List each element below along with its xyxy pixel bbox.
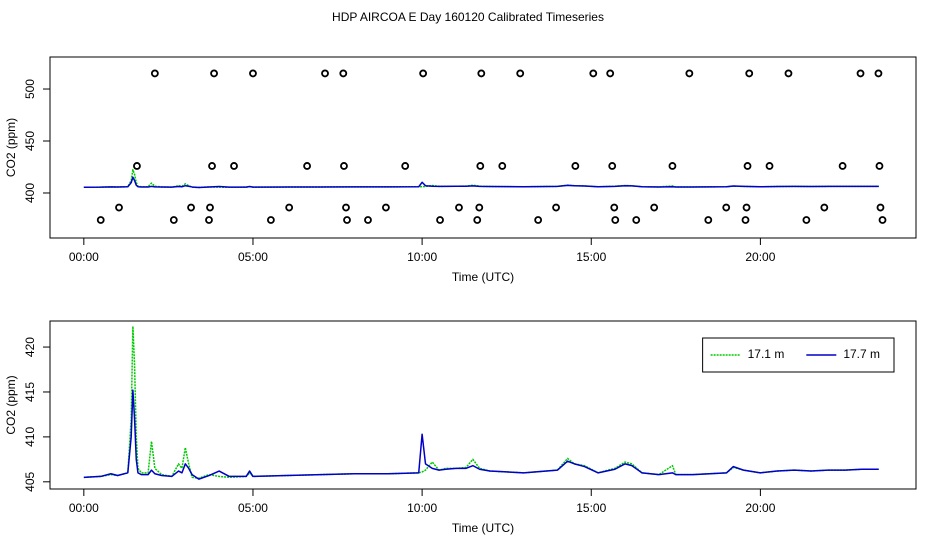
x-axis-label: Time (UTC) [452, 521, 514, 535]
x-tick-label: 05:00 [238, 250, 268, 264]
y-tick-label: 420 [23, 337, 37, 357]
plot-frame [49, 320, 917, 490]
flag-marker [343, 216, 351, 224]
x-tick-label: 15:00 [576, 501, 606, 515]
flag-marker [876, 203, 885, 212]
flag-marker [606, 69, 615, 78]
flag-marker [473, 216, 482, 224]
x-tick-label: 10:00 [407, 501, 437, 515]
x-tick-label: 20:00 [745, 250, 775, 264]
legend-box [702, 337, 895, 373]
flag-marker [208, 162, 216, 170]
flag-marker [285, 203, 294, 212]
flag-marker [516, 69, 525, 78]
flag-marker [552, 203, 560, 212]
flag-marker [820, 203, 829, 212]
flag-marker [419, 69, 428, 78]
flag-marker [342, 203, 350, 212]
flag-marker [498, 162, 507, 170]
y-tick-label: 405 [23, 471, 37, 491]
flag-marker [610, 203, 619, 212]
flag-marker [266, 216, 275, 224]
y-tick-label: 410 [23, 427, 37, 447]
flag-marker [187, 203, 195, 212]
flag-marker [475, 203, 484, 212]
flag-marker [571, 162, 580, 170]
flag-marker [476, 162, 485, 170]
y-axis-label: CO2 (ppm) [4, 375, 18, 434]
flag-marker [230, 162, 238, 170]
flag-marker [765, 162, 774, 170]
flag-marker [249, 69, 257, 78]
flag-marker [206, 203, 214, 212]
flag-marker [364, 216, 372, 224]
flag-marker [477, 69, 486, 78]
flag-marker [838, 162, 847, 170]
x-axis-label: Time (UTC) [452, 270, 514, 284]
flag-marker [115, 203, 123, 212]
plot-frame [49, 56, 917, 239]
flag-marker [704, 216, 713, 224]
flag-marker [802, 216, 811, 224]
flag-marker [742, 203, 751, 212]
flag-marker [133, 162, 141, 170]
y-tick-label: 415 [23, 382, 37, 402]
flag-marker [321, 69, 329, 78]
data-line [83, 176, 879, 189]
flag-marker [382, 203, 390, 212]
flag-marker [745, 69, 754, 78]
flag-marker [534, 216, 543, 224]
y-tick-label: 450 [23, 131, 37, 151]
flag-marker [878, 216, 887, 224]
y-tick-label: 500 [23, 79, 37, 99]
data-line [83, 389, 879, 480]
flag-marker [436, 216, 444, 224]
legend-label: 17.7 m [843, 347, 880, 361]
flag-marker [150, 69, 159, 78]
flag-marker [205, 216, 213, 224]
x-tick-label: 00:00 [69, 250, 99, 264]
flag-marker [875, 162, 884, 170]
flag-marker [401, 162, 410, 170]
flag-marker [784, 69, 793, 78]
y-tick-label: 400 [23, 183, 37, 203]
flag-marker [96, 216, 105, 224]
flag-marker [632, 216, 641, 224]
flag-marker [339, 69, 348, 78]
flag-marker [608, 162, 617, 170]
flag-marker [722, 203, 731, 212]
x-tick-label: 20:00 [745, 501, 775, 515]
flag-marker [856, 69, 865, 78]
flag-marker [303, 162, 311, 170]
flag-marker [589, 69, 598, 78]
legend-label: 17.1 m [748, 347, 785, 361]
x-tick-label: 15:00 [576, 250, 606, 264]
x-tick-label: 10:00 [407, 250, 437, 264]
chart-title: HDP AIRCOA E Day 160120 Calibrated Times… [332, 10, 604, 24]
flag-marker [874, 69, 883, 78]
x-tick-label: 00:00 [69, 501, 99, 515]
flag-marker [340, 162, 348, 170]
flag-marker [169, 216, 178, 224]
flag-marker [650, 203, 659, 212]
y-axis-label: CO2 (ppm) [4, 118, 18, 177]
flag-marker [685, 69, 694, 78]
x-tick-label: 05:00 [238, 501, 268, 515]
flag-marker [741, 216, 750, 224]
flag-marker [455, 203, 463, 212]
flag-marker [668, 162, 677, 170]
flag-marker [743, 162, 752, 170]
flag-marker [210, 69, 218, 78]
flag-marker [611, 216, 620, 224]
